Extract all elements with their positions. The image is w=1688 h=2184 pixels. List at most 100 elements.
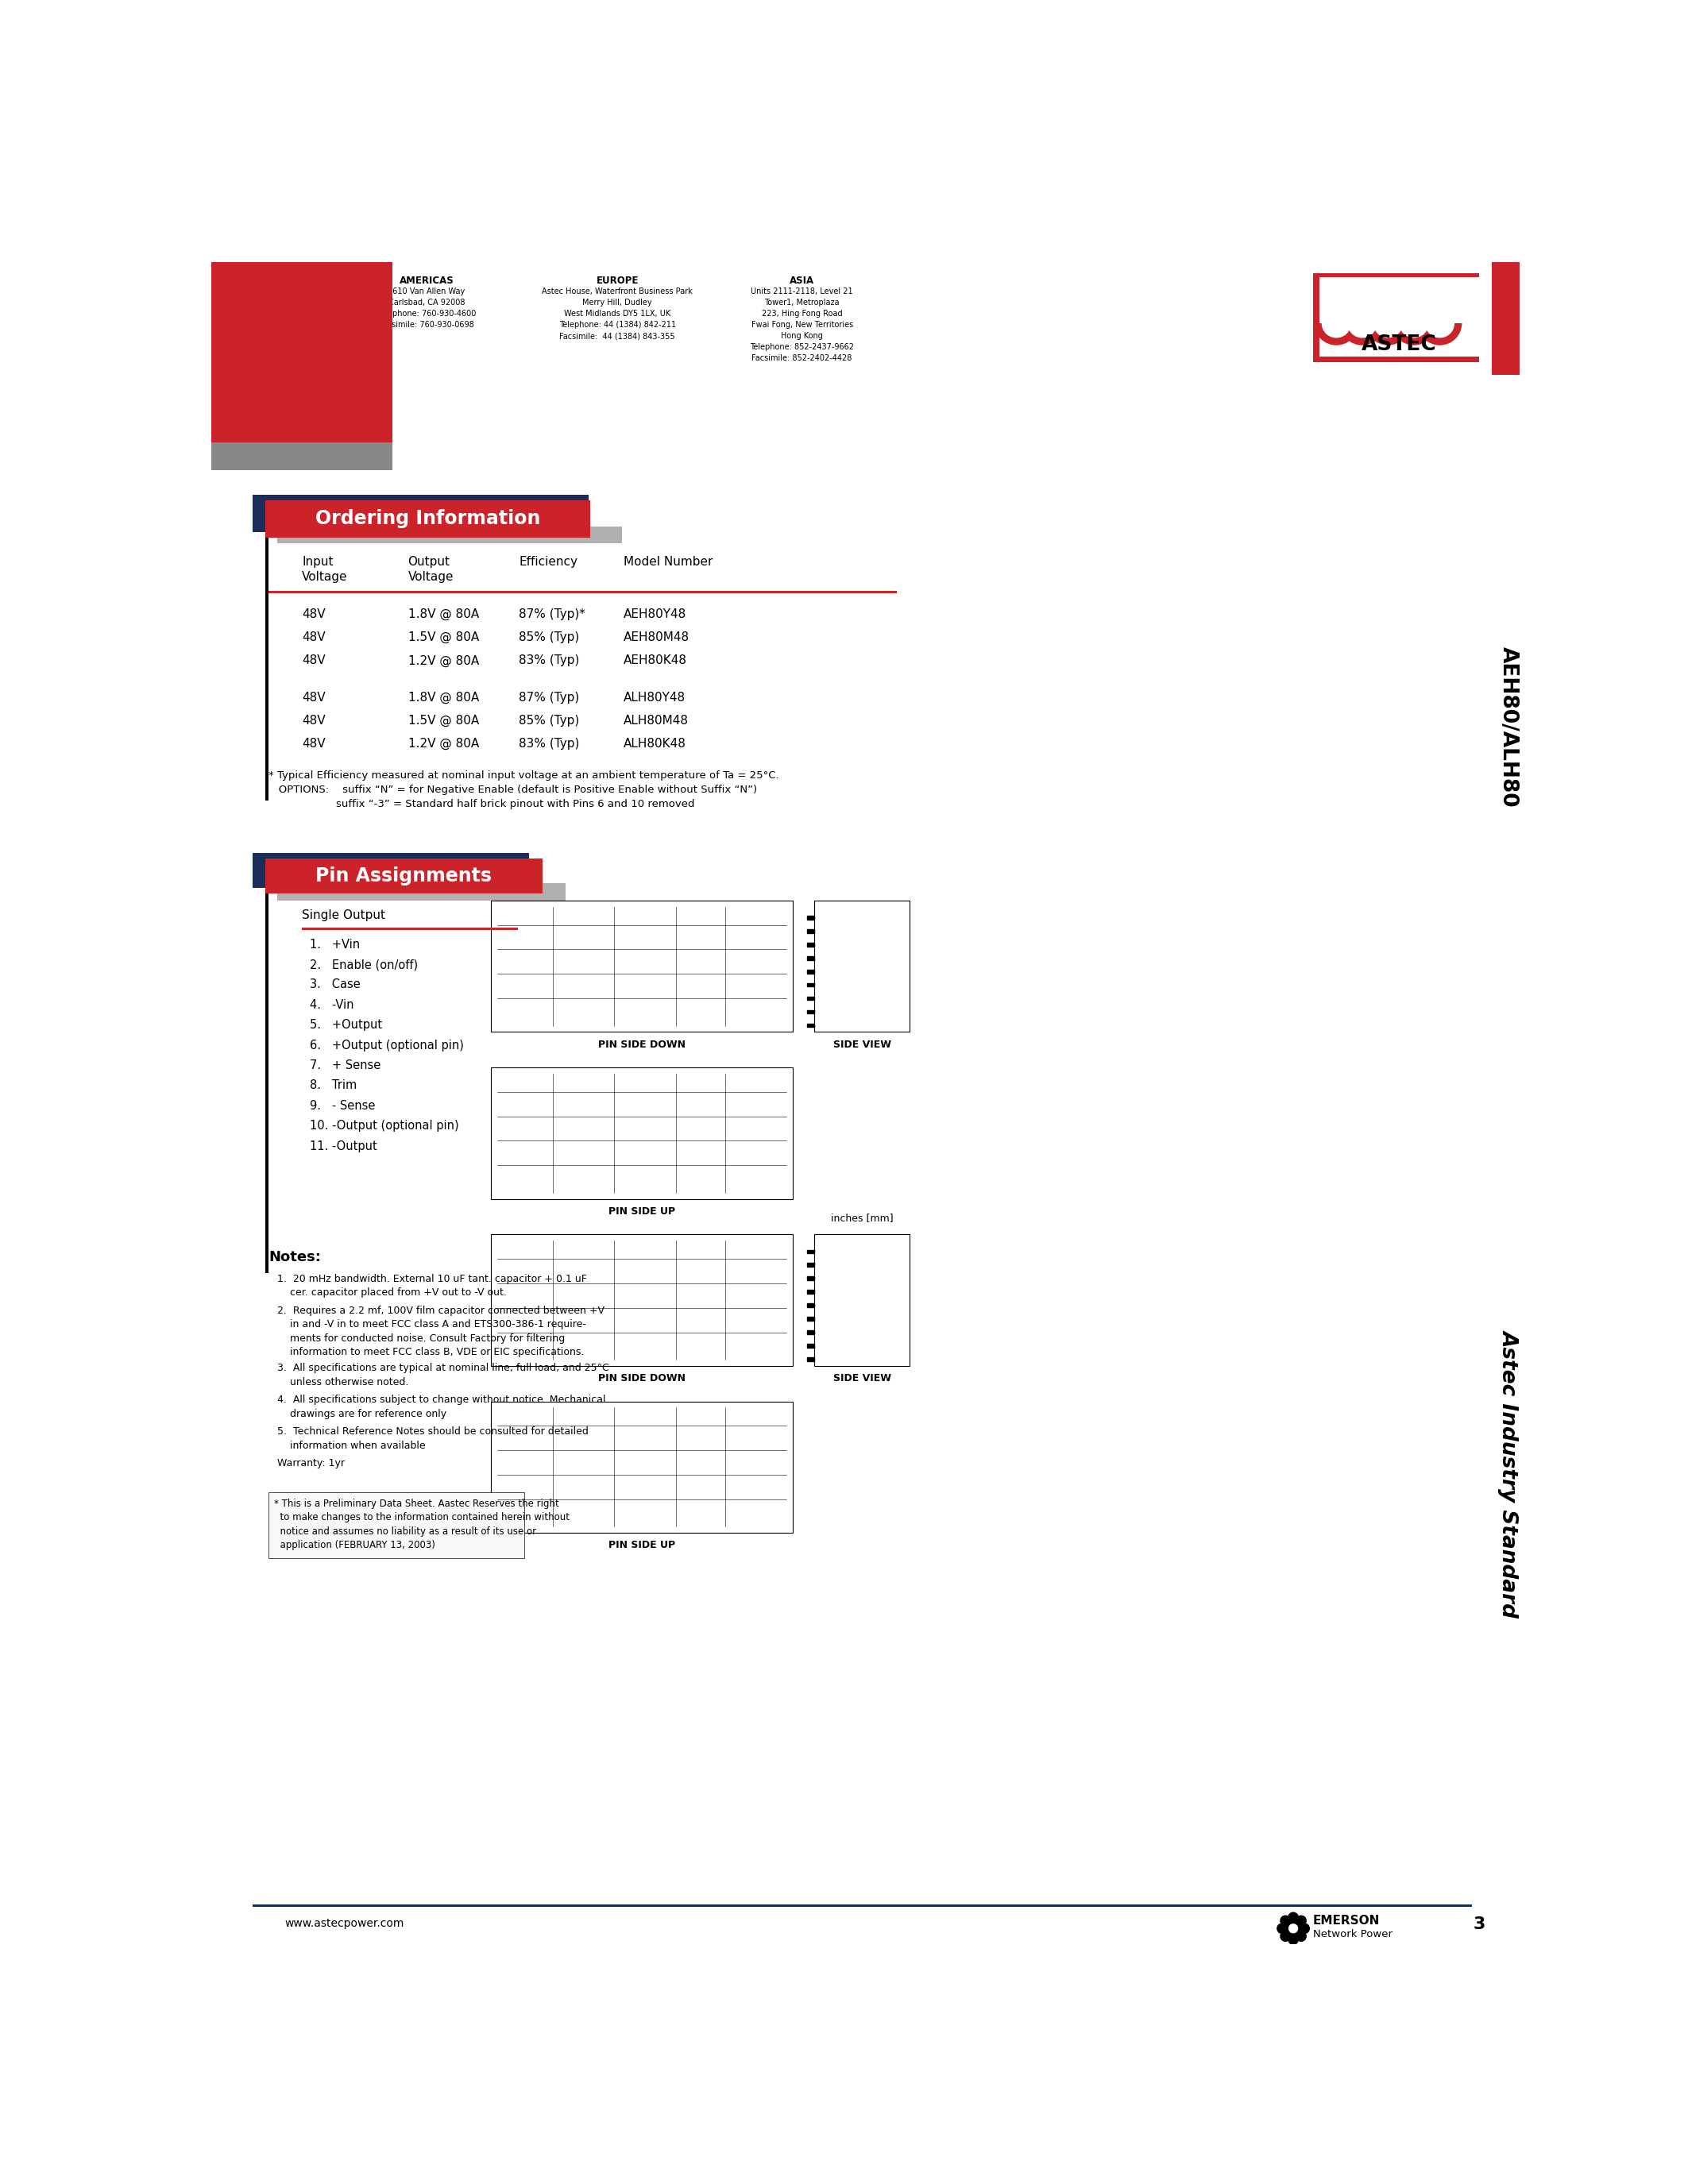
Bar	[814, 1234, 910, 1365]
Text: Astec Industry Standard: Astec Industry Standard	[1499, 1330, 1519, 1616]
Wedge shape	[1366, 323, 1409, 345]
Text: Units 2111-2118, Level 21
Tower1, Metroplaza
223, Hing Fong Road
Fwai Fong, New : Units 2111-2118, Level 21 Tower1, Metrop…	[749, 288, 854, 363]
Wedge shape	[1418, 323, 1462, 345]
Bar	[807, 915, 814, 919]
Text: 83% (Typ): 83% (Typ)	[518, 655, 579, 666]
Circle shape	[1288, 1924, 1298, 1933]
Text: 2.  Requires a 2.2 mf, 100V film capacitor connected between +V
    in and -V in: 2. Requires a 2.2 mf, 100V film capacito…	[277, 1306, 604, 1356]
Text: inches [mm]: inches [mm]	[830, 1212, 893, 1223]
Text: 87% (Typ)*: 87% (Typ)*	[518, 607, 586, 620]
Circle shape	[1288, 1935, 1298, 1946]
Bar	[807, 1024, 814, 1026]
Text: 2.   Enable (on/off): 2. Enable (on/off)	[309, 959, 417, 970]
Text: 3.  All specifications are typical at nominal line, full load, and 25°C
    unle: 3. All specifications are typical at nom…	[277, 1363, 609, 1387]
Text: Astec House, Waterfront Business Park
Merry Hill, Dudley
West Midlands DY5 1LX, : Astec House, Waterfront Business Park Me…	[542, 288, 692, 341]
Wedge shape	[1340, 323, 1384, 345]
Text: 9.   - Sense: 9. - Sense	[309, 1101, 375, 1112]
Text: ALH80K48: ALH80K48	[623, 738, 685, 749]
Bar	[1492, 262, 1519, 376]
Text: 87% (Typ): 87% (Typ)	[518, 692, 579, 703]
Text: Input
Voltage: Input Voltage	[302, 555, 348, 583]
Bar	[807, 943, 814, 946]
Circle shape	[1280, 1915, 1291, 1926]
Text: 85% (Typ): 85% (Typ)	[518, 714, 579, 727]
Text: 4.  All specifications subject to change without notice. Mechanical
    drawings: 4. All specifications subject to change …	[277, 1396, 606, 1420]
Bar	[807, 1262, 814, 1267]
Text: ASTEC: ASTEC	[1362, 334, 1436, 354]
Text: PIN SIDE UP: PIN SIDE UP	[608, 1540, 675, 1551]
Text: AEH80/ALH80: AEH80/ALH80	[1499, 646, 1519, 808]
Text: 1.  20 mHz bandwidth. External 10 uF tant. capacitor + 0.1 uF
    cer. capacitor: 1. 20 mHz bandwidth. External 10 uF tant…	[277, 1273, 587, 1297]
Bar	[807, 1304, 814, 1308]
Bar	[211, 443, 393, 470]
Bar	[807, 996, 814, 1000]
Text: Warranty: 1yr: Warranty: 1yr	[277, 1459, 344, 1468]
Bar	[491, 1402, 793, 1533]
Bar	[265, 893, 268, 1273]
Text: AMERICAS: AMERICAS	[398, 275, 454, 286]
Text: Notes:: Notes:	[268, 1249, 321, 1265]
Bar	[277, 882, 565, 900]
Text: EMERSON: EMERSON	[1313, 1915, 1381, 1926]
Text: 10. -Output (optional pin): 10. -Output (optional pin)	[309, 1120, 459, 1131]
Text: SIDE VIEW: SIDE VIEW	[834, 1040, 891, 1051]
Text: PIN SIDE UP: PIN SIDE UP	[608, 1206, 675, 1216]
Bar	[807, 1291, 814, 1293]
Wedge shape	[1393, 323, 1436, 345]
Text: PIN SIDE DOWN: PIN SIDE DOWN	[598, 1040, 685, 1051]
Bar	[253, 852, 528, 889]
Bar	[807, 970, 814, 974]
Bar	[211, 262, 393, 443]
Text: 48V: 48V	[302, 714, 326, 727]
Bar	[491, 900, 793, 1033]
Bar	[807, 1356, 814, 1361]
Circle shape	[1296, 1931, 1307, 1942]
Text: 85% (Typ): 85% (Typ)	[518, 631, 579, 644]
Text: AEH80M48: AEH80M48	[623, 631, 689, 644]
Bar	[807, 928, 814, 933]
Text: 8.   Trim: 8. Trim	[309, 1079, 356, 1092]
Text: ASIA: ASIA	[790, 275, 814, 286]
Text: EUROPE: EUROPE	[596, 275, 638, 286]
Bar	[807, 957, 814, 959]
Text: * Typical Efficiency measured at nominal input voltage at an ambient temperature: * Typical Efficiency measured at nominal…	[268, 771, 780, 808]
Text: PIN SIDE DOWN: PIN SIDE DOWN	[598, 1374, 685, 1382]
Bar	[491, 1234, 793, 1365]
Text: 5610 Van Allen Way
Carlsbad, CA 92008
Telephone: 760-930-4600
Facsimile: 760-930: 5610 Van Allen Way Carlsbad, CA 92008 Te…	[376, 288, 476, 330]
Text: www.astecpower.com: www.astecpower.com	[285, 1918, 405, 1928]
Text: Efficiency: Efficiency	[518, 555, 577, 568]
Bar	[253, 494, 589, 533]
Bar	[807, 1278, 814, 1280]
Wedge shape	[1322, 323, 1350, 339]
Text: Network Power: Network Power	[1313, 1928, 1393, 1939]
Bar	[265, 858, 542, 893]
Circle shape	[1288, 1911, 1298, 1922]
Text: Model Number: Model Number	[623, 555, 712, 568]
Bar	[302, 928, 518, 930]
Text: 7.   + Sense: 7. + Sense	[309, 1059, 380, 1072]
Text: SIDE VIEW: SIDE VIEW	[834, 1374, 891, 1382]
Bar	[265, 500, 591, 537]
Text: 48V: 48V	[302, 607, 326, 620]
Circle shape	[1298, 1922, 1310, 1935]
Wedge shape	[1315, 323, 1359, 345]
Bar	[1313, 273, 1479, 363]
Circle shape	[1283, 1920, 1303, 1937]
Text: Ordering Information: Ordering Information	[316, 509, 540, 529]
Bar	[268, 592, 896, 594]
Wedge shape	[1399, 323, 1428, 339]
Text: 3: 3	[1474, 1915, 1485, 1933]
Text: 48V: 48V	[302, 655, 326, 666]
Text: 1.5V @ 80A: 1.5V @ 80A	[408, 714, 479, 727]
Wedge shape	[1425, 323, 1455, 339]
Text: 5.   +Output: 5. +Output	[309, 1020, 381, 1031]
Text: 1.   +Vin: 1. +Vin	[309, 939, 360, 950]
Text: 11. -Output: 11. -Output	[309, 1140, 376, 1153]
Bar	[807, 1330, 814, 1334]
Text: 4.   -Vin: 4. -Vin	[309, 998, 353, 1011]
Text: 6.   +Output (optional pin): 6. +Output (optional pin)	[309, 1040, 464, 1051]
Text: ALH80M48: ALH80M48	[623, 714, 689, 727]
Wedge shape	[1347, 323, 1377, 339]
Text: 1.2V @ 80A: 1.2V @ 80A	[408, 738, 479, 749]
Text: 1.2V @ 80A: 1.2V @ 80A	[408, 655, 479, 666]
